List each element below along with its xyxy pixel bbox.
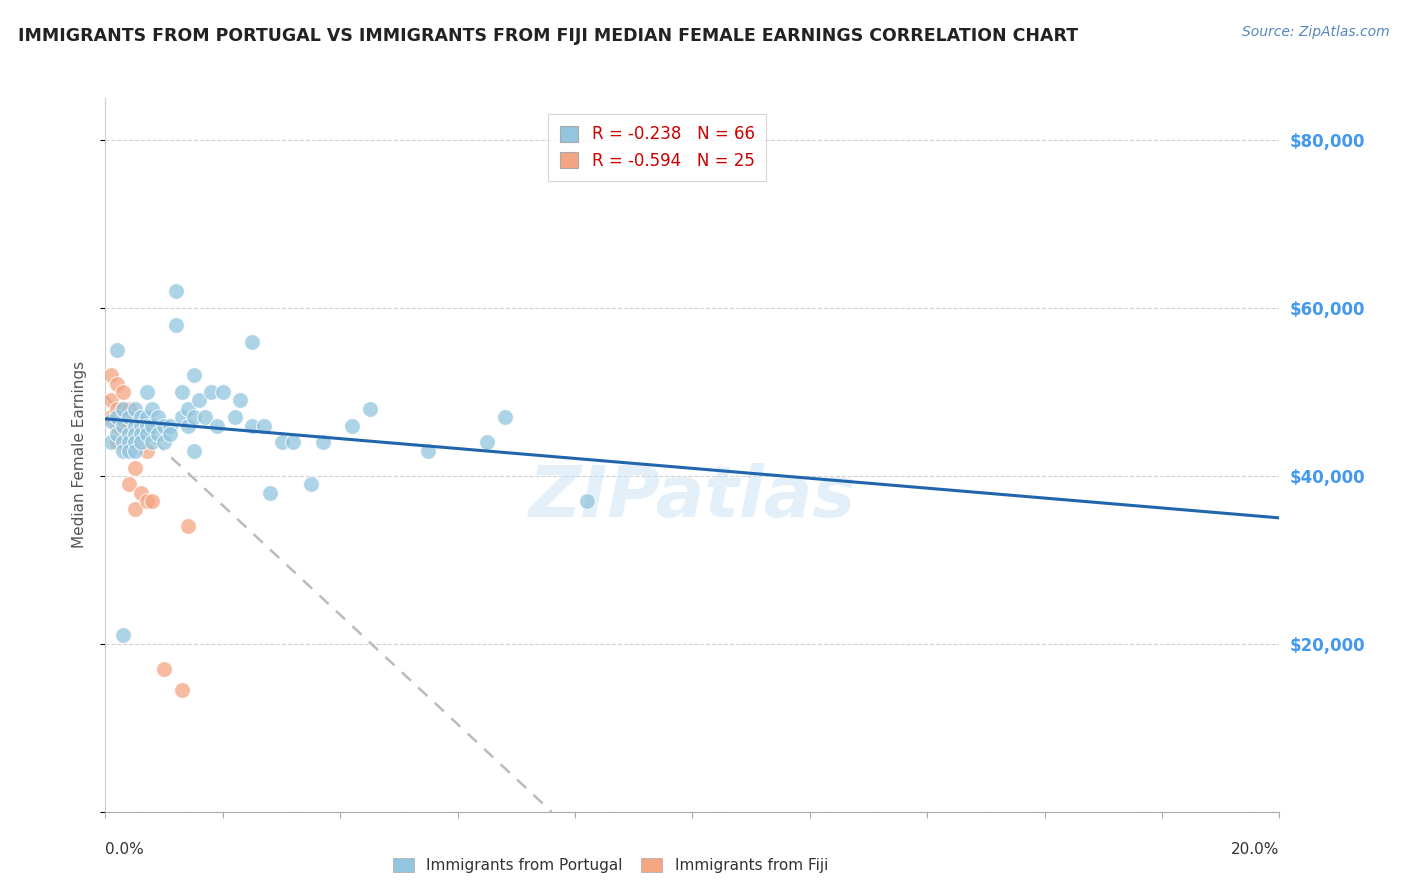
Point (170, 410, 193, 425)
Point (129, 485, 152, 500)
Point (494, 410, 516, 425)
Point (170, 683, 193, 698)
Point (183, 443, 205, 458)
Point (118, 426, 141, 441)
Point (112, 418, 135, 433)
Point (112, 628, 135, 642)
Point (129, 435, 152, 450)
Point (112, 401, 135, 416)
Point (112, 384, 135, 399)
Point (311, 435, 333, 450)
Point (124, 435, 146, 450)
Point (359, 401, 381, 416)
Point (176, 519, 198, 533)
Point (105, 401, 128, 416)
Point (105, 343, 128, 357)
Point (135, 384, 157, 399)
Point (118, 435, 141, 450)
Point (159, 426, 181, 441)
Point (135, 426, 157, 441)
Point (124, 443, 146, 458)
Point (124, 426, 146, 441)
Point (194, 410, 217, 425)
Point (112, 401, 135, 416)
Point (124, 426, 146, 441)
Point (105, 426, 128, 441)
Point (240, 418, 263, 433)
Point (165, 284, 187, 298)
Point (129, 418, 152, 433)
Point (100, 435, 122, 450)
Point (118, 443, 141, 458)
Text: IMMIGRANTS FROM PORTUGAL VS IMMIGRANTS FROM FIJI MEDIAN FEMALE EARNINGS CORRELAT: IMMIGRANTS FROM PORTUGAL VS IMMIGRANTS F… (18, 27, 1078, 45)
Point (129, 410, 152, 425)
Point (112, 418, 135, 433)
Point (153, 418, 176, 433)
Point (129, 426, 152, 441)
Point (148, 426, 170, 441)
Point (112, 435, 135, 450)
Point (148, 410, 170, 425)
Point (418, 443, 440, 458)
Point (176, 418, 198, 433)
Point (299, 477, 322, 491)
Point (475, 435, 498, 450)
Point (141, 435, 163, 450)
Point (105, 418, 128, 433)
Point (100, 368, 122, 383)
Point (340, 418, 363, 433)
Point (183, 368, 205, 383)
Text: 20.0%: 20.0% (1232, 842, 1279, 856)
Point (129, 435, 152, 450)
Point (118, 401, 141, 416)
Point (153, 435, 176, 450)
Point (259, 485, 281, 500)
Point (141, 418, 163, 433)
Point (159, 418, 181, 433)
Point (253, 418, 276, 433)
Point (118, 418, 141, 433)
Point (124, 401, 146, 416)
Point (135, 418, 157, 433)
Point (112, 435, 135, 450)
Text: Source: ZipAtlas.com: Source: ZipAtlas.com (1241, 25, 1389, 39)
Point (153, 662, 176, 676)
Point (170, 384, 193, 399)
Point (200, 384, 222, 399)
Point (224, 410, 246, 425)
Point (205, 418, 228, 433)
Point (135, 443, 157, 458)
Legend: R = -0.238   N = 66, R = -0.594   N = 25: R = -0.238 N = 66, R = -0.594 N = 25 (548, 113, 766, 181)
Point (124, 502, 146, 516)
Point (105, 376, 128, 391)
Text: 0.0%: 0.0% (105, 842, 145, 856)
Point (118, 477, 141, 491)
Point (176, 401, 198, 416)
Point (229, 393, 252, 408)
Text: ZIPatlas: ZIPatlas (529, 463, 856, 533)
Point (283, 435, 305, 450)
Point (188, 393, 211, 408)
Point (183, 410, 205, 425)
Y-axis label: Median Female Earnings: Median Female Earnings (72, 361, 87, 549)
Point (211, 384, 233, 399)
Point (575, 494, 598, 508)
Point (270, 435, 292, 450)
Point (112, 443, 135, 458)
Point (100, 414, 122, 428)
Point (135, 494, 157, 508)
Point (105, 410, 128, 425)
Point (165, 318, 187, 332)
Point (124, 460, 146, 475)
Point (100, 410, 122, 425)
Point (118, 410, 141, 425)
Point (141, 401, 163, 416)
Point (105, 435, 128, 450)
Point (100, 393, 122, 408)
Point (141, 494, 163, 508)
Point (240, 334, 263, 349)
Point (135, 410, 157, 425)
Point (124, 418, 146, 433)
